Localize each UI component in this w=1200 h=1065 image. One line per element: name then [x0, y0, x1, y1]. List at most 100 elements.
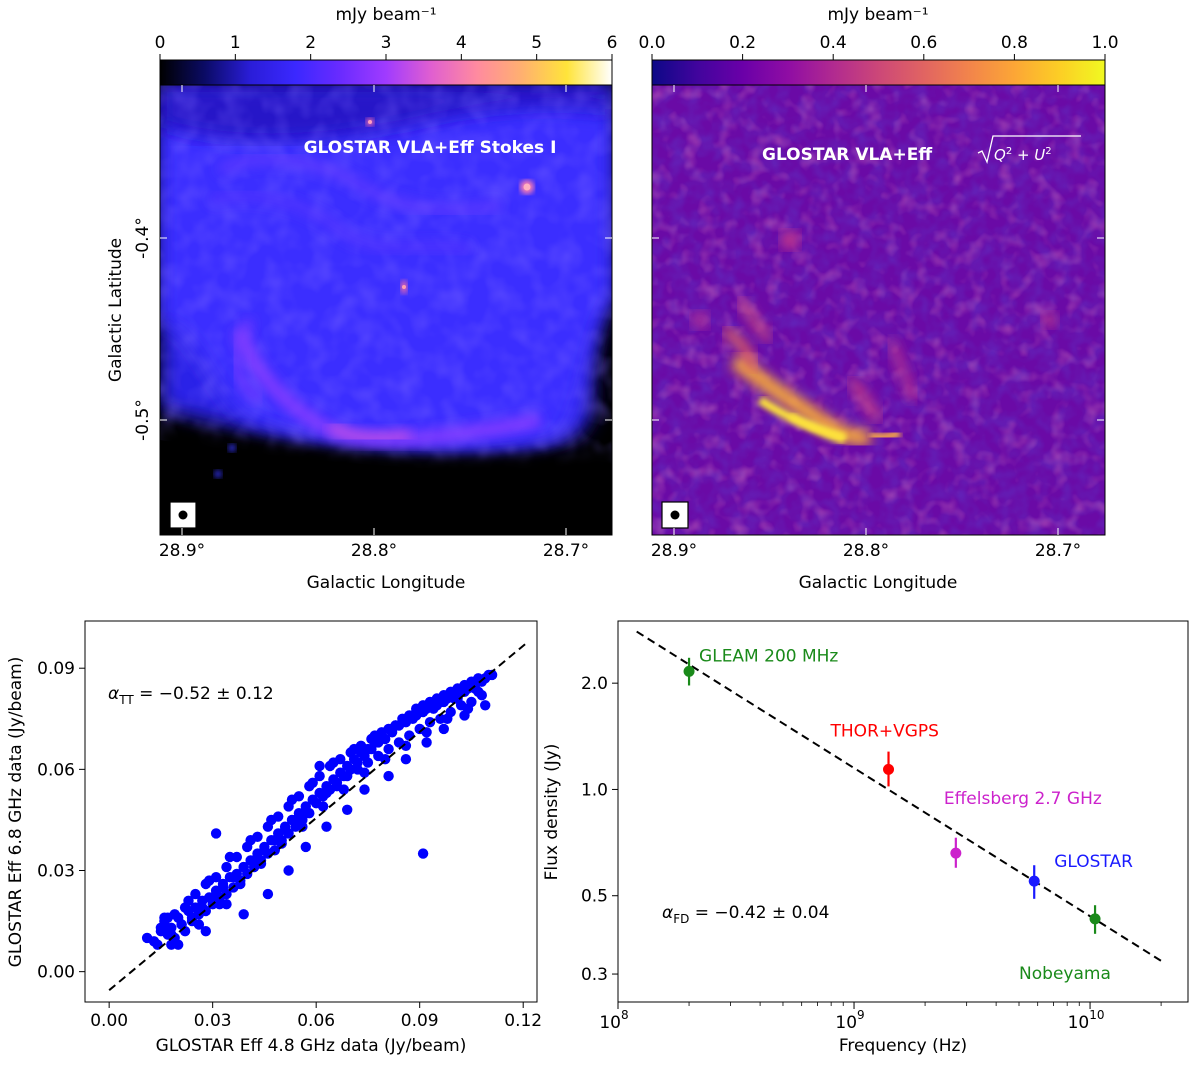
- colorbar-stokes-i-tick-label: 1: [230, 33, 241, 53]
- sed-point: [883, 763, 895, 775]
- sed-x-tick-exponent: 9: [857, 1008, 865, 1022]
- x-tick-label: 28.9°: [159, 541, 205, 561]
- tt-point: [210, 828, 222, 839]
- tt-point: [193, 919, 205, 930]
- tt-point: [159, 912, 170, 923]
- tt-point: [342, 770, 353, 782]
- tt-point: [200, 926, 211, 937]
- tt-x-tick-label: 0.09: [401, 1011, 439, 1031]
- tt-point: [221, 899, 232, 910]
- tt-point: [217, 882, 229, 893]
- tt-point: [359, 784, 370, 795]
- pol-panel: 0.0 0.2 0.4 0.6 0.8 1.0 mJy beam⁻¹ GLOSTAR VL…: [638, 5, 1118, 593]
- tt-point: [259, 845, 270, 856]
- beam-icon: [670, 510, 680, 520]
- tt-point: [400, 740, 412, 751]
- tt-annotation: αTT = −0.52 ± 0.12: [108, 684, 274, 707]
- tt-scatter-points: [141, 669, 498, 950]
- tt-point: [338, 784, 349, 795]
- tt-x-tick-label: 0.00: [90, 1011, 128, 1031]
- tt-point: [290, 814, 301, 826]
- tt-point: [417, 848, 429, 859]
- tt-y-tick-label: 0.09: [37, 659, 75, 679]
- tt-y-tick-label: 0.03: [37, 862, 75, 882]
- x-tick-label: 28.8°: [351, 541, 397, 561]
- colorbar-pol-tick-label: 0.2: [729, 33, 756, 53]
- colorbar-stokes-i-tick-label: 3: [381, 33, 392, 53]
- tt-y-tick-label: 0.00: [37, 963, 75, 983]
- sed-points: GLEAM 200 MHz THOR+VGPS Effelsberg 2.7 GHz…: [683, 646, 1133, 984]
- x-tick-label: 28.8°: [843, 541, 889, 561]
- x-tick-label: 28.7°: [1035, 541, 1081, 561]
- colorbar-stokes-i-tick-label: 4: [456, 33, 467, 53]
- tt-point: [421, 737, 432, 748]
- tt-scatter-panel: 0.00 0.03 0.06 0.09 0.12 0.00 0.03 0.06 0.09 αTT…: [6, 620, 542, 1056]
- colorbar-stokes-i-label: mJy beam⁻¹: [335, 5, 436, 25]
- tt-point: [238, 909, 249, 920]
- colorbar-stokes-i-tick-label: 5: [531, 33, 542, 53]
- tt-point: [442, 713, 453, 724]
- tt-point: [362, 757, 374, 768]
- tt-scatter-axes: [84, 620, 538, 1003]
- tt-point: [221, 861, 232, 873]
- colorbar-stokes-i-ticks: 0 1 2 3 4 5 6: [155, 33, 617, 60]
- tt-point: [207, 892, 218, 903]
- tt-x-tick-label: 0.03: [194, 1011, 232, 1031]
- tt-point: [328, 757, 339, 768]
- tt-point: [183, 895, 194, 906]
- svg-text:Q2 + U2: Q2 + U2: [994, 146, 1052, 164]
- sed-point-label: GLEAM 200 MHz: [699, 646, 838, 666]
- sed-panel: GLEAM 200 MHz THOR+VGPS Effelsberg 2.7 GHz…: [542, 620, 1189, 1056]
- sed-x-tick-label: 1010: [1068, 1008, 1105, 1033]
- sed-x-tick-label: 108: [599, 1008, 628, 1033]
- tt-point: [300, 841, 311, 853]
- sed-point: [1028, 875, 1040, 887]
- tt-xlabel: GLOSTAR Eff 4.8 GHz data (Jy/beam): [156, 1036, 467, 1056]
- stokes-i-xlabel: Galactic Longitude: [307, 573, 466, 593]
- tt-point: [266, 814, 277, 826]
- tt-point: [359, 767, 370, 778]
- tt-point: [279, 824, 291, 836]
- tt-point: [166, 939, 177, 950]
- tt-point: [411, 710, 422, 721]
- pol-xlabel: Galactic Longitude: [799, 573, 958, 593]
- colorbar-pol: [651, 59, 1106, 86]
- tt-point: [390, 720, 401, 731]
- tt-point: [400, 754, 412, 765]
- tt-point: [342, 804, 353, 815]
- colorbar-pol-tick-label: 0.8: [1001, 33, 1028, 53]
- tt-point: [224, 851, 236, 863]
- tt-point: [204, 875, 215, 886]
- tt-point: [369, 730, 380, 741]
- tt-point: [245, 835, 256, 846]
- tt-point: [438, 723, 449, 735]
- sed-point: [683, 665, 695, 677]
- tt-point: [307, 777, 318, 788]
- colorbar-pol-tick-label: 0.4: [820, 33, 847, 53]
- tt-point: [197, 902, 208, 913]
- tt-point: [297, 821, 308, 832]
- tt-point: [317, 801, 329, 812]
- colorbar-pol-tick-label: 0.6: [910, 33, 937, 53]
- tt-point: [459, 686, 470, 697]
- sed-x-tick-exponent: 8: [621, 1008, 629, 1022]
- tt-point: [383, 743, 394, 755]
- sed-y-tick-label: 2.0: [581, 674, 608, 694]
- sed-axes: [617, 620, 1189, 1003]
- stokes-i-axis-ticks: 28.9° 28.8° 28.7° -0.4° -0.5°: [133, 85, 612, 561]
- fd-annotation: αFD = −0.42 ± 0.04: [662, 903, 829, 926]
- tt-point: [155, 922, 167, 933]
- sed-point-label: THOR+VGPS: [830, 721, 939, 741]
- tt-point: [452, 693, 463, 704]
- tt-point: [276, 838, 287, 849]
- tt-point: [152, 939, 163, 950]
- colorbar-stokes-i-tick-label: 2: [305, 33, 316, 53]
- y-tick-label: -0.4°: [133, 217, 153, 259]
- beam-icon: [178, 510, 188, 520]
- tt-point: [300, 808, 311, 819]
- pol-image-label-prefix: GLOSTAR VLA+Eff: [762, 145, 932, 165]
- colorbar-pol-label: mJy beam⁻¹: [827, 5, 928, 25]
- sed-y-tick-label: 1.0: [581, 780, 608, 800]
- sed-y-tick-label: 0.3: [581, 965, 608, 985]
